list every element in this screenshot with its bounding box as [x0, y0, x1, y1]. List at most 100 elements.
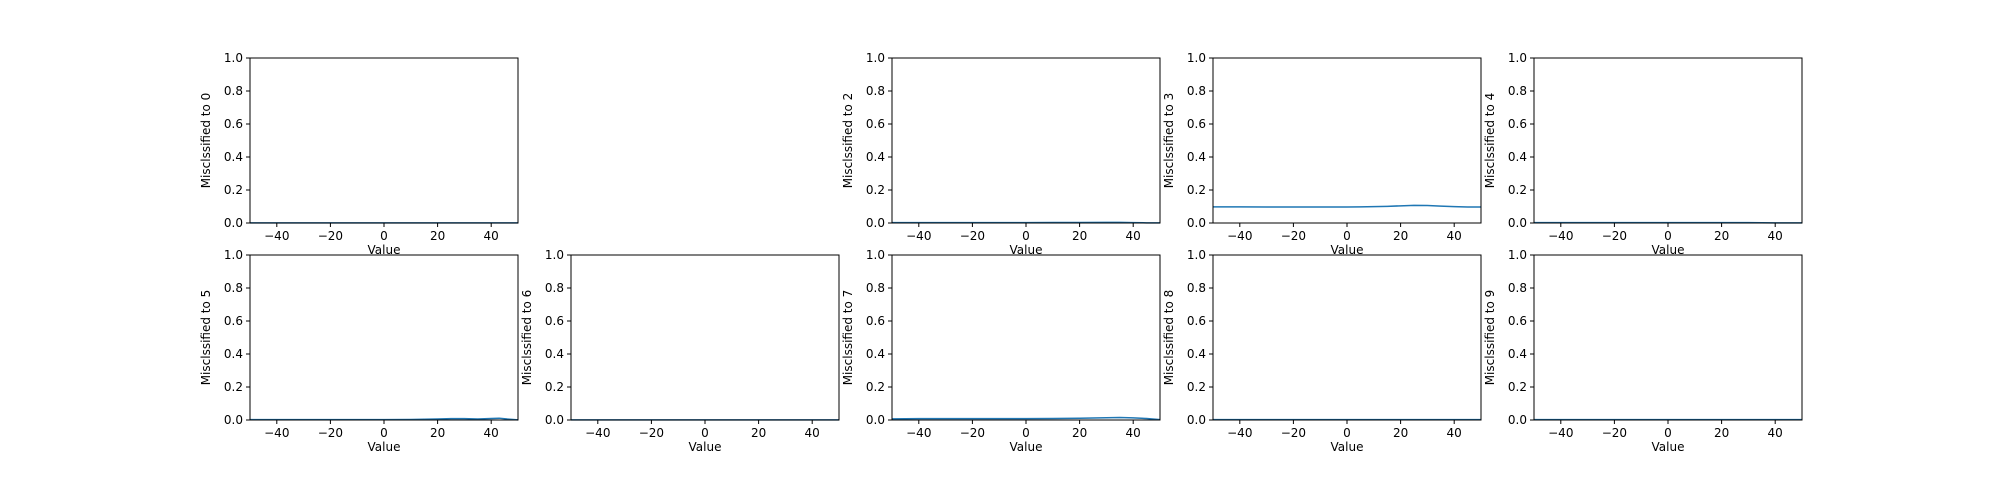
x-tick-label: 20	[1393, 229, 1408, 243]
x-tick-label: −40	[1548, 426, 1573, 440]
x-tick-label: −20	[960, 426, 985, 440]
x-tick-label: 20	[430, 426, 445, 440]
x-tick-label: −40	[1227, 426, 1252, 440]
x-tick-label: 20	[751, 426, 766, 440]
subplot-5: −40 −20 0 20 40 0.0 0.2 0.4 0.6 0.8 1.0 Value Miscls…	[199, 248, 519, 454]
x-tick-label: −20	[639, 426, 664, 440]
y-tick-label: 0.0	[224, 413, 243, 427]
y-tick-label: 0.6	[224, 314, 243, 328]
y-tick-label: 0.8	[545, 281, 564, 295]
y-tick-label: 0.8	[224, 281, 243, 295]
y-tick-label: 0.8	[866, 281, 885, 295]
axes-frame	[891, 57, 1161, 224]
x-tick-label: 40	[484, 426, 499, 440]
y-tick-label: 0.2	[1508, 183, 1527, 197]
x-tick-label: 40	[805, 426, 820, 440]
x-tick-label: 0	[1022, 229, 1030, 243]
y-tick-label: 0.8	[1187, 84, 1206, 98]
axes-frame	[1212, 254, 1482, 421]
subplot-3: −40 −20 0 20 40 0.0 0.2 0.4 0.6 0.8 1.0 Value Miscls…	[1162, 51, 1482, 257]
subplot-0: −40 −20 0 20 40 0.0 0.2 0.4 0.6 0.8 1.0 Value Miscls…	[199, 51, 519, 257]
x-axis-label: Value	[1331, 440, 1364, 454]
x-tick-label: 0	[1664, 426, 1672, 440]
y-tick-label: 0.0	[224, 216, 243, 230]
axes-frame	[891, 254, 1161, 421]
y-axis-label: Misclssified to 0	[199, 93, 213, 189]
x-tick-label: 0	[1022, 426, 1030, 440]
x-tick-label: −40	[1548, 229, 1573, 243]
x-tick-label: 20	[1072, 426, 1087, 440]
x-tick-label: 20	[1072, 229, 1087, 243]
y-tick-label: 0.6	[1187, 314, 1206, 328]
y-tick-label: 0.2	[224, 380, 243, 394]
y-tick-label: 0.4	[1187, 150, 1206, 164]
x-tick-label: −40	[585, 426, 610, 440]
y-tick-label: 0.4	[1187, 347, 1206, 361]
y-axis-label: Misclssified to 2	[841, 93, 855, 189]
y-tick-label: 0.8	[224, 84, 243, 98]
axes-frame	[249, 254, 519, 421]
y-tick-label: 0.2	[545, 380, 564, 394]
y-tick-label: 0.8	[866, 84, 885, 98]
x-axis-label: Value	[1010, 243, 1043, 257]
y-axis-label: Misclssified to 5	[199, 290, 213, 386]
subplot-6: −40 −20 0 20 40 0.0 0.2 0.4 0.6 0.8 1.0 Value Miscls…	[520, 248, 840, 454]
x-axis-label: Value	[368, 440, 401, 454]
y-axis-label: Misclssified to 6	[520, 290, 534, 386]
x-tick-label: 40	[1447, 426, 1462, 440]
y-tick-label: 0.4	[1508, 347, 1527, 361]
x-tick-label: 0	[1343, 426, 1351, 440]
y-tick-label: 0.6	[866, 314, 885, 328]
subplot-7: −40 −20 0 20 40 0.0 0.2 0.4 0.6 0.8 1.0 Value Miscls…	[841, 248, 1161, 454]
x-axis-label: Value	[689, 440, 722, 454]
series-line	[891, 416, 1161, 421]
x-tick-label: 0	[701, 426, 709, 440]
x-tick-label: 0	[380, 426, 388, 440]
x-axis-label: Value	[368, 243, 401, 257]
axes-frame	[1533, 254, 1803, 421]
y-tick-label: 0.6	[1508, 117, 1527, 131]
x-tick-label: 0	[380, 229, 388, 243]
x-tick-label: −40	[906, 426, 931, 440]
x-tick-label: −20	[1602, 229, 1627, 243]
y-tick-label: 0.4	[224, 347, 243, 361]
x-tick-label: −20	[318, 426, 343, 440]
y-tick-label: 1.0	[1508, 248, 1527, 262]
x-axis-label: Value	[1331, 243, 1364, 257]
y-tick-label: 0.4	[866, 347, 885, 361]
axes-frame	[1533, 57, 1803, 224]
y-tick-label: 0.0	[1508, 216, 1527, 230]
x-tick-label: 20	[1714, 229, 1729, 243]
x-tick-label: −40	[264, 426, 289, 440]
x-tick-label: 20	[1393, 426, 1408, 440]
y-tick-label: 1.0	[224, 248, 243, 262]
x-tick-label: −20	[318, 229, 343, 243]
y-tick-label: 1.0	[866, 51, 885, 65]
x-tick-label: −40	[1227, 229, 1252, 243]
y-tick-label: 0.2	[1508, 380, 1527, 394]
y-tick-label: 0.6	[224, 117, 243, 131]
y-tick-label: 0.8	[1187, 281, 1206, 295]
x-tick-label: 40	[1126, 229, 1141, 243]
x-tick-label: −40	[906, 229, 931, 243]
y-tick-label: 0.4	[866, 150, 885, 164]
y-tick-label: 1.0	[1187, 248, 1206, 262]
x-tick-label: −20	[1281, 426, 1306, 440]
y-tick-label: 0.0	[545, 413, 564, 427]
x-tick-label: 40	[1447, 229, 1462, 243]
x-axis-label: Value	[1652, 440, 1685, 454]
subplot-4: −40 −20 0 20 40 0.0 0.2 0.4 0.6 0.8 1.0 Value Miscls…	[1483, 51, 1803, 257]
y-tick-label: 0.4	[1508, 150, 1527, 164]
y-tick-label: 0.0	[1508, 413, 1527, 427]
subplot-9: −40 −20 0 20 40 0.0 0.2 0.4 0.6 0.8 1.0 Value Miscls…	[1483, 248, 1803, 454]
y-axis-label: Misclssified to 7	[841, 290, 855, 386]
y-tick-label: 1.0	[866, 248, 885, 262]
x-tick-label: 40	[484, 229, 499, 243]
y-tick-label: 0.2	[224, 183, 243, 197]
y-tick-label: 0.0	[1187, 413, 1206, 427]
x-tick-label: 40	[1768, 229, 1783, 243]
axes-frame	[1212, 57, 1482, 224]
y-tick-label: 0.8	[1508, 84, 1527, 98]
x-tick-label: −20	[960, 229, 985, 243]
